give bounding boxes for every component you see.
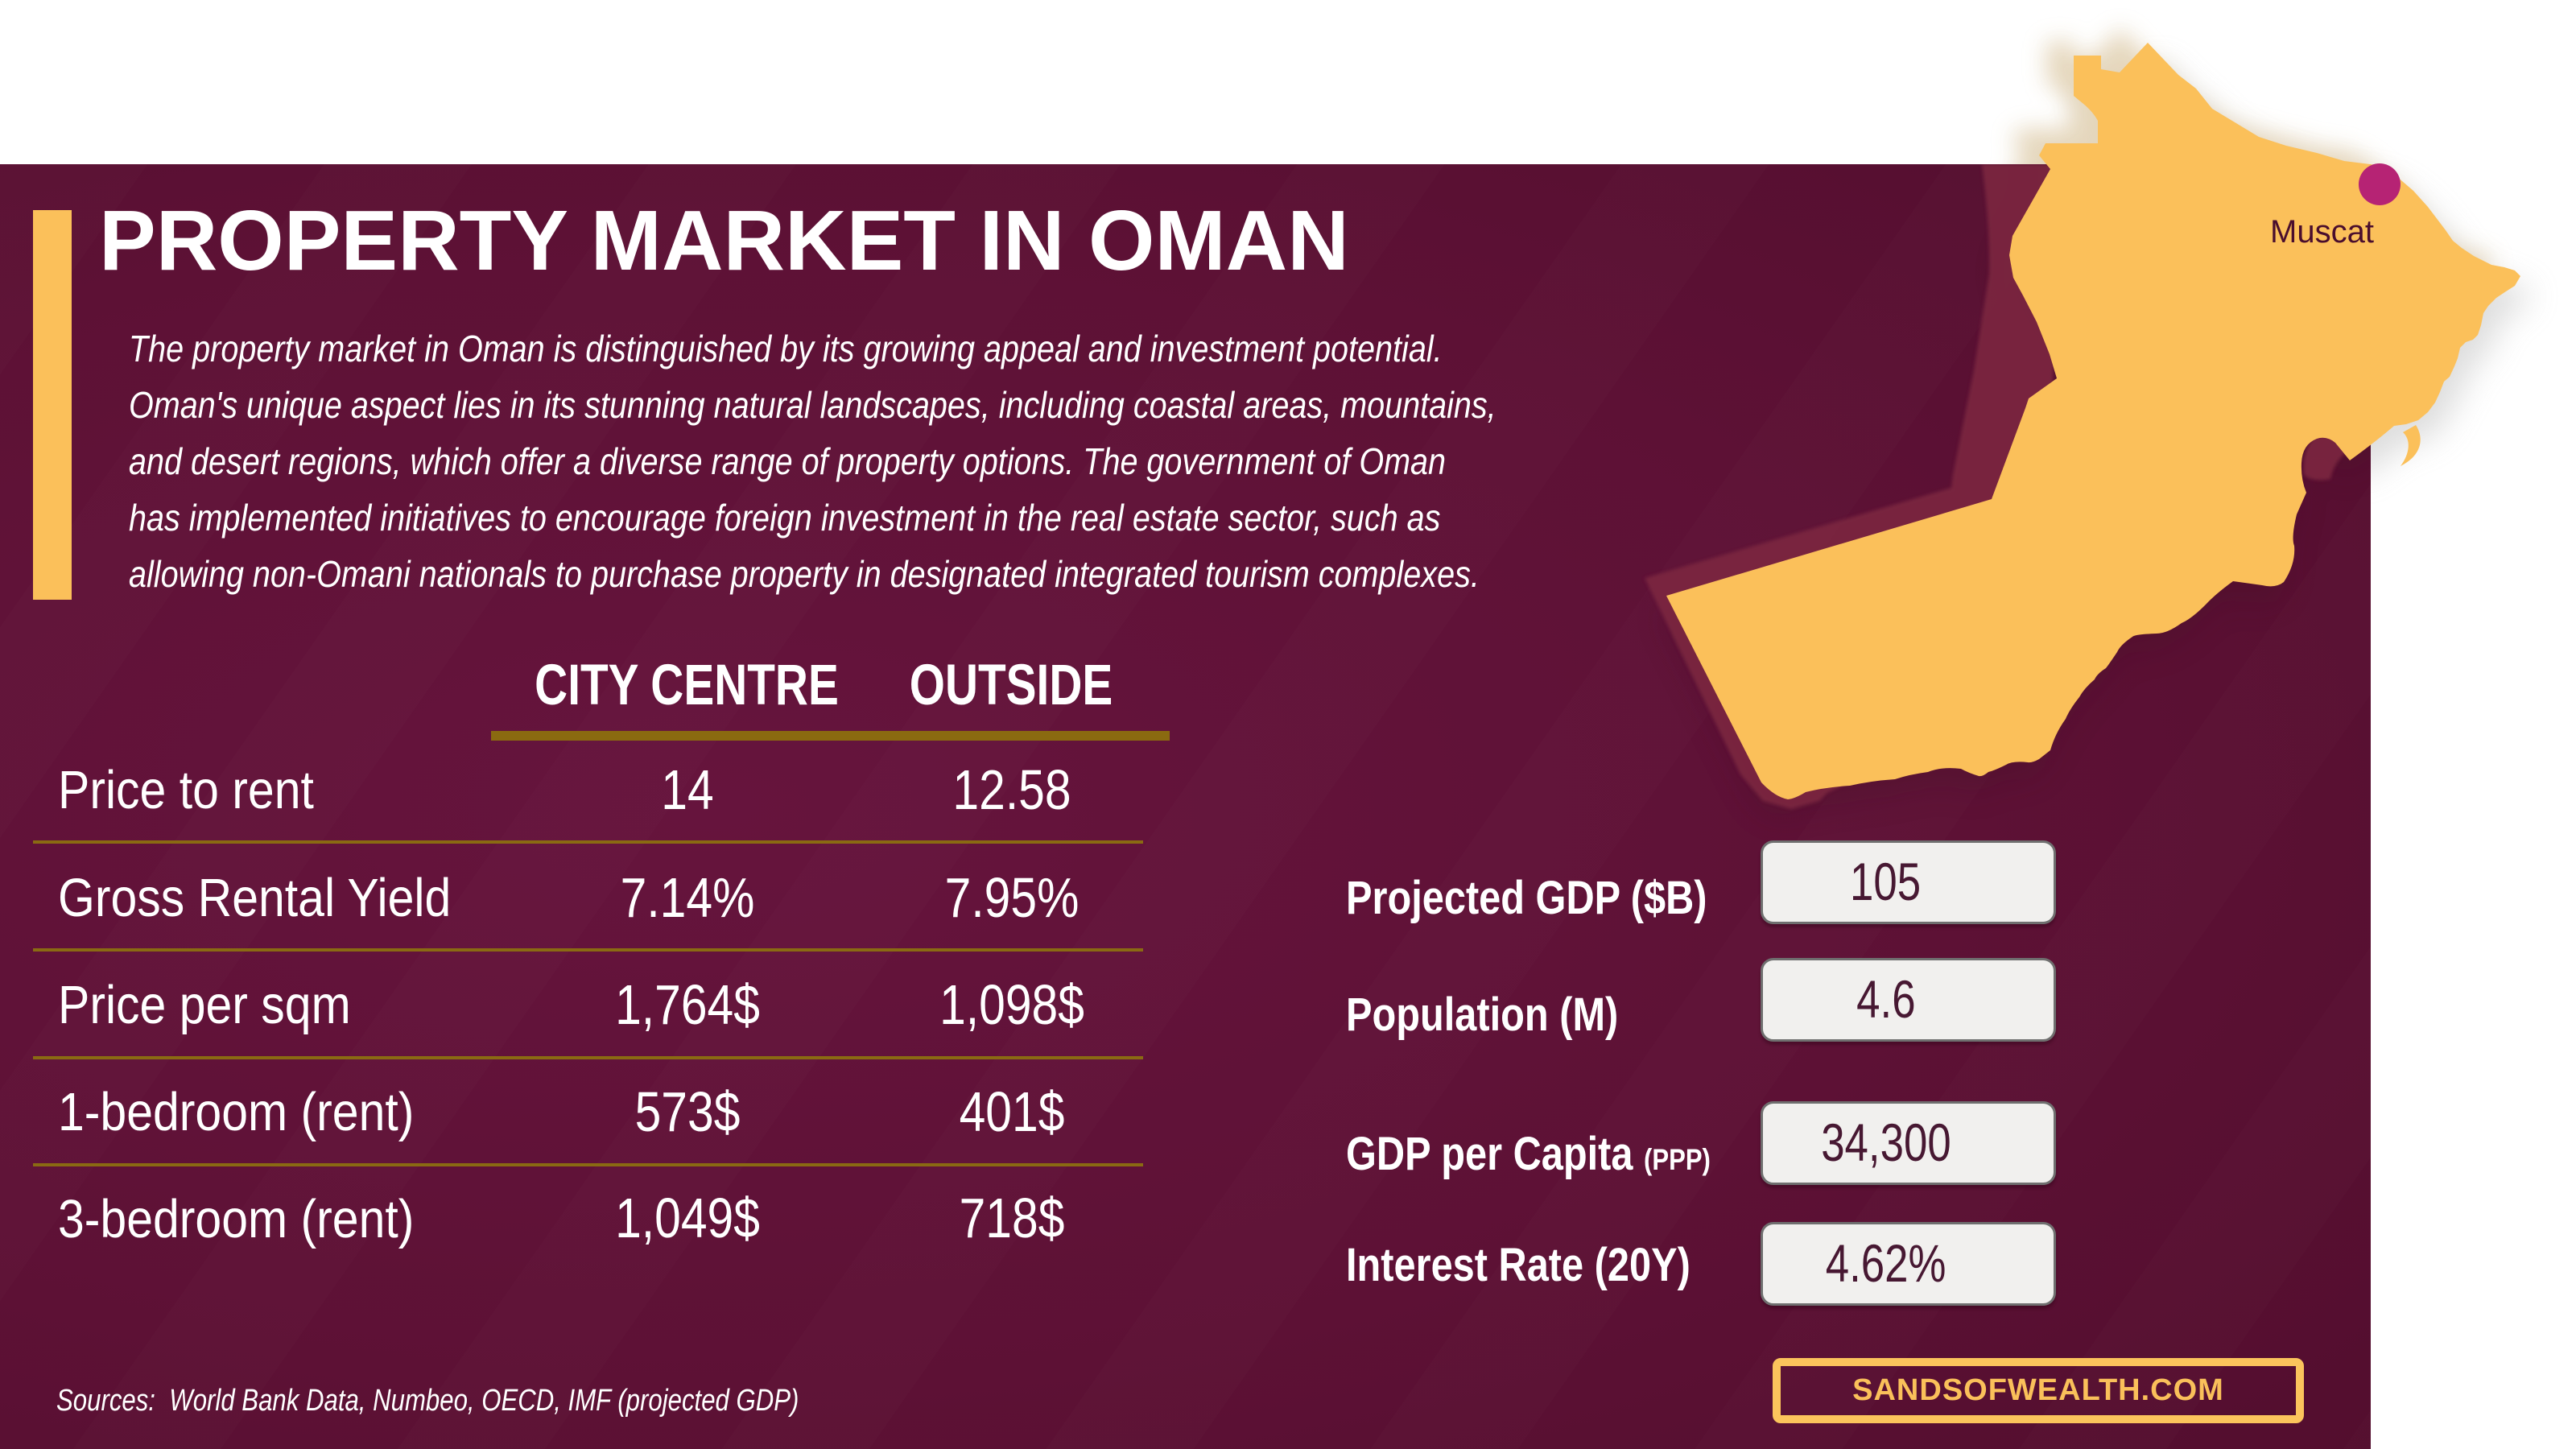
svg-text:Muscat: Muscat [2270,214,2374,250]
